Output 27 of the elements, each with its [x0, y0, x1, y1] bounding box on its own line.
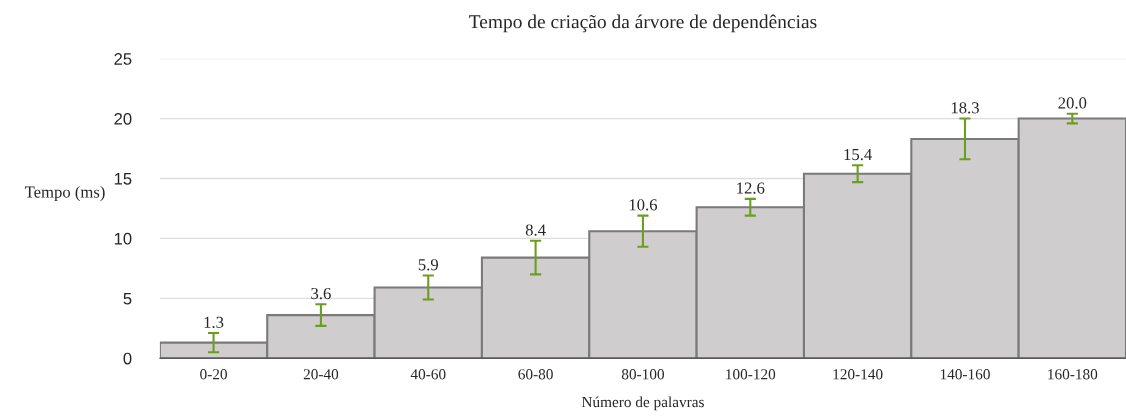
y-tick-label: 5 — [123, 292, 132, 305]
data-label: 10.6 — [629, 199, 658, 211]
data-label: 8.4 — [525, 224, 546, 236]
data-label: 15.4 — [844, 148, 872, 161]
x-tick-label: 120-140 — [833, 369, 883, 380]
y-tick-label: 25 — [114, 53, 132, 65]
x-tick-label: 80-100 — [621, 369, 664, 380]
data-label: 20.0 — [1058, 97, 1087, 109]
data-label: 1.3 — [204, 316, 224, 328]
x-tick-label: 160-180 — [1048, 369, 1098, 380]
y-tick-label: 10 — [114, 232, 132, 245]
x-tick-label: 100-120 — [726, 369, 776, 380]
data-label: 5.9 — [418, 259, 438, 271]
data-label: 18.3 — [951, 102, 979, 114]
x-tick-label: 60-80 — [518, 369, 553, 380]
y-tick-label: 20 — [114, 112, 132, 125]
x-tick-label: 140-160 — [940, 369, 990, 380]
data-label: 12.6 — [737, 182, 765, 194]
chart-title: Tempo de criação da árvore de dependências — [469, 14, 817, 33]
y-tick-label: 15 — [114, 173, 132, 185]
x-tick-label: 20-40 — [303, 369, 339, 380]
x-axis-title: Número de palavras — [581, 396, 704, 411]
y-axis-title: Tempo (ms) — [24, 185, 105, 202]
x-tick-label: 0-20 — [200, 369, 227, 380]
y-tick-label: 0 — [123, 352, 132, 365]
x-tick-label: 40-60 — [410, 369, 446, 380]
data-label: 3.6 — [311, 287, 331, 300]
